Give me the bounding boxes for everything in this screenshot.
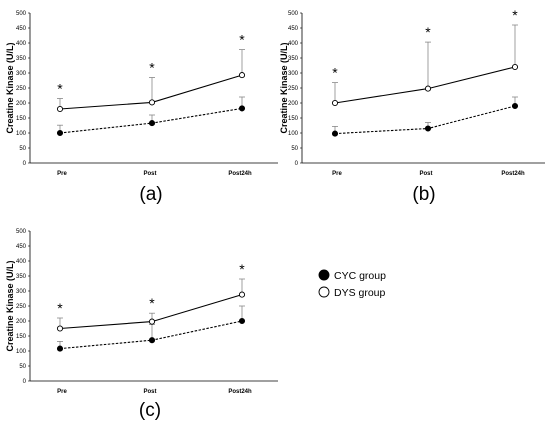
y-tick-label: 150 xyxy=(16,116,27,122)
open-circle-icon xyxy=(318,286,330,298)
y-axis-label: Creatine Kinase (U/L) xyxy=(5,42,15,133)
significance-marker: * xyxy=(332,65,338,81)
significance-marker: * xyxy=(512,7,518,23)
significance-marker: * xyxy=(57,81,63,97)
y-tick-label: 250 xyxy=(16,86,27,92)
y-tick-label: 50 xyxy=(19,146,26,152)
x-tick-label: Post xyxy=(143,389,156,395)
x-tick-label: Post24h xyxy=(228,171,252,177)
y-tick-label: 50 xyxy=(19,364,26,370)
y-tick-label: 300 xyxy=(16,289,27,295)
data-point xyxy=(238,291,246,298)
significance-marker: * xyxy=(425,24,431,40)
y-tick-label: 150 xyxy=(288,116,299,122)
data-point xyxy=(56,325,64,332)
series-line xyxy=(334,105,516,135)
x-tick-label: Post24h xyxy=(228,389,252,395)
y-axis-label: Creatine Kinase (U/L) xyxy=(5,260,15,351)
y-tick-label: 250 xyxy=(288,86,299,92)
y-tick-label: 500 xyxy=(16,11,27,17)
data-point xyxy=(148,99,156,106)
y-tick-label: 200 xyxy=(288,101,299,107)
x-tick-label: Post24h xyxy=(501,171,525,177)
data-point xyxy=(148,337,156,344)
y-tick-label: 300 xyxy=(16,71,27,77)
y-tick-label: 0 xyxy=(23,161,27,167)
x-tick-label: Post xyxy=(143,171,156,177)
y-tick-label: 350 xyxy=(16,56,27,62)
data-point xyxy=(511,63,519,71)
y-tick-label: 100 xyxy=(16,131,27,137)
x-tick-label: Pre xyxy=(332,171,342,177)
y-tick-label: 50 xyxy=(291,146,298,152)
x-tick-label: Post xyxy=(419,171,432,177)
y-tick-label: 350 xyxy=(288,56,299,62)
series-cyc-group xyxy=(331,96,519,137)
series-dys-group: * * * xyxy=(56,261,246,332)
y-tick-label: 500 xyxy=(288,11,299,17)
y-tick-label: 150 xyxy=(16,334,27,340)
data-point xyxy=(148,318,156,325)
data-point xyxy=(148,120,156,127)
chart-panel: 0 50 100 150 200 250 300 350 400 450 500 Pre Post Pos… xyxy=(5,11,278,205)
significance-marker: * xyxy=(57,300,63,316)
y-tick-label: 200 xyxy=(16,319,27,325)
data-point xyxy=(424,125,432,132)
data-point xyxy=(331,130,339,137)
y-tick-label: 400 xyxy=(288,41,299,47)
series-line xyxy=(59,320,243,350)
y-tick-label: 450 xyxy=(288,26,299,32)
legend-label: CYC group xyxy=(334,270,386,282)
x-tick-label: Pre xyxy=(57,171,67,177)
data-point xyxy=(238,105,246,112)
legend-label: DYS group xyxy=(334,287,386,299)
filled-circle-icon xyxy=(318,269,330,281)
y-tick-label: 300 xyxy=(288,71,299,77)
y-tick-label: 500 xyxy=(16,229,27,235)
series-dys-group: * * * xyxy=(56,32,246,113)
data-point xyxy=(56,345,64,352)
panel-label: (c) xyxy=(139,400,161,421)
series-cyc-group xyxy=(56,305,246,352)
data-point xyxy=(511,102,519,110)
data-point xyxy=(56,129,64,137)
significance-marker: * xyxy=(239,32,245,48)
y-tick-label: 100 xyxy=(16,349,27,355)
x-tick-label: Pre xyxy=(57,389,67,395)
data-point xyxy=(238,72,246,79)
significance-marker: * xyxy=(149,295,155,311)
legend: CYC group DYS group xyxy=(318,269,386,299)
chart-panel: 0 50 100 150 200 250 300 350 400 450 500 Pre Post Pos… xyxy=(279,7,545,205)
data-point xyxy=(424,85,432,92)
data-point xyxy=(238,317,246,325)
significance-marker: * xyxy=(149,60,155,76)
chart-panel: 0 50 100 150 200 250 300 350 400 450 500 Pre Post Pos… xyxy=(5,229,278,421)
y-axis-label: Creatine Kinase (U/L) xyxy=(279,42,289,133)
data-point xyxy=(331,99,339,107)
y-tick-label: 0 xyxy=(295,161,299,167)
y-tick-label: 450 xyxy=(16,26,27,32)
series-dys-group: * * * xyxy=(331,7,519,107)
y-tick-label: 0 xyxy=(23,379,27,385)
y-tick-label: 400 xyxy=(16,259,27,265)
y-tick-label: 350 xyxy=(16,274,27,280)
y-tick-label: 450 xyxy=(16,244,27,250)
y-tick-label: 200 xyxy=(16,101,27,107)
y-tick-label: 250 xyxy=(16,304,27,310)
data-point xyxy=(56,105,64,113)
panel-label: (a) xyxy=(139,184,162,205)
series-cyc-group xyxy=(56,96,246,137)
y-tick-label: 400 xyxy=(16,41,27,47)
series-line xyxy=(334,66,516,104)
significance-marker: * xyxy=(239,261,245,277)
panel-label: (b) xyxy=(412,184,435,205)
y-tick-label: 100 xyxy=(288,131,299,137)
